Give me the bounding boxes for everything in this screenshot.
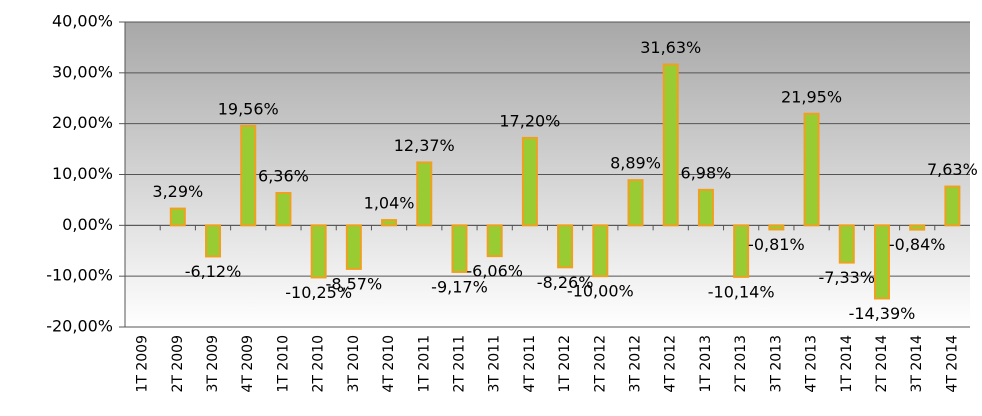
x-tick-label: 4T 2011 (522, 335, 538, 393)
data-label: 12,37% (394, 136, 455, 155)
bar (416, 161, 433, 227)
bar (838, 224, 855, 264)
x-tick-label: 1T 2014 (839, 335, 855, 393)
y-tick-label: 30,00% (52, 62, 113, 81)
x-tick-label: 3T 2011 (487, 335, 503, 393)
x-tick-label: 3T 2012 (628, 335, 644, 393)
bar (345, 224, 362, 270)
bar (486, 224, 503, 258)
data-label: -14,39% (849, 304, 916, 323)
x-tick-label: 4T 2013 (804, 335, 820, 393)
y-tick-label: 10,00% (52, 164, 113, 183)
y-tick-label: 40,00% (52, 12, 113, 31)
x-tick-label: 3T 2013 (768, 335, 784, 393)
x-tick-label: 2T 2013 (733, 335, 749, 393)
bar (768, 224, 785, 231)
bar (451, 224, 468, 273)
y-tick-label: 20,00% (52, 113, 113, 132)
data-label: -0,81% (748, 235, 805, 254)
data-label: -10,00% (567, 282, 634, 301)
data-label: 6,98% (681, 163, 732, 182)
bar (627, 179, 644, 227)
bar (592, 224, 609, 278)
data-label: 31,63% (640, 38, 701, 57)
x-tick-label: 1T 2013 (698, 335, 714, 393)
x-tick-label: 2T 2010 (311, 335, 327, 393)
bar (944, 185, 961, 227)
data-label: -6,12% (185, 262, 242, 281)
data-label: -7,33% (818, 268, 875, 287)
x-tick-label: 4T 2009 (240, 335, 256, 393)
x-tick-label: 4T 2010 (381, 335, 397, 393)
bar (557, 224, 574, 269)
x-tick-label: 3T 2014 (909, 335, 925, 393)
y-tick-label: -10,00% (46, 266, 113, 285)
data-label: 3,29% (152, 182, 203, 201)
x-tick-label: 4T 2014 (944, 335, 960, 393)
bar (310, 224, 327, 279)
data-label: -0,84% (889, 235, 946, 254)
data-label: -8,57% (326, 274, 383, 293)
data-label: 17,20% (499, 111, 560, 130)
data-label: 19,56% (218, 99, 279, 118)
bar (662, 63, 679, 227)
x-tick-label: 3T 2010 (346, 335, 362, 393)
data-label: -10,14% (708, 282, 775, 301)
x-tick-label: 4T 2012 (663, 335, 679, 393)
data-label: 1,04% (364, 194, 415, 213)
x-tick-label: 2T 2012 (592, 335, 608, 393)
bar (733, 224, 750, 278)
x-tick-label: 1T 2011 (416, 335, 432, 393)
x-tick-label: 2T 2011 (451, 335, 467, 393)
x-tick-label: 1T 2009 (135, 335, 151, 393)
bar (169, 207, 186, 227)
bar (697, 188, 714, 227)
bar (205, 224, 222, 258)
data-label: -8,26% (537, 273, 594, 292)
y-tick-label: 0,00% (62, 215, 113, 234)
x-tick-label: 1T 2012 (557, 335, 573, 393)
data-label: -10,25% (285, 283, 352, 302)
y-tick-label: -20,00% (46, 317, 113, 336)
data-label: -9,17% (431, 277, 488, 296)
data-label: 21,95% (781, 87, 842, 106)
x-tick-label: 2T 2009 (170, 335, 186, 393)
bar (381, 219, 398, 227)
data-label: 6,36% (258, 167, 309, 186)
bar (909, 224, 926, 231)
data-label: 7,63% (927, 160, 978, 179)
bar (521, 136, 538, 227)
bar (240, 124, 257, 227)
x-tick-label: 3T 2009 (205, 335, 221, 393)
bar (803, 112, 820, 227)
bar (275, 192, 292, 227)
x-tick-label: 2T 2014 (874, 335, 890, 393)
data-label: 8,89% (610, 154, 661, 173)
bar (873, 224, 890, 300)
x-tick-label: 1T 2010 (275, 335, 291, 393)
data-label: -6,06% (466, 262, 523, 281)
